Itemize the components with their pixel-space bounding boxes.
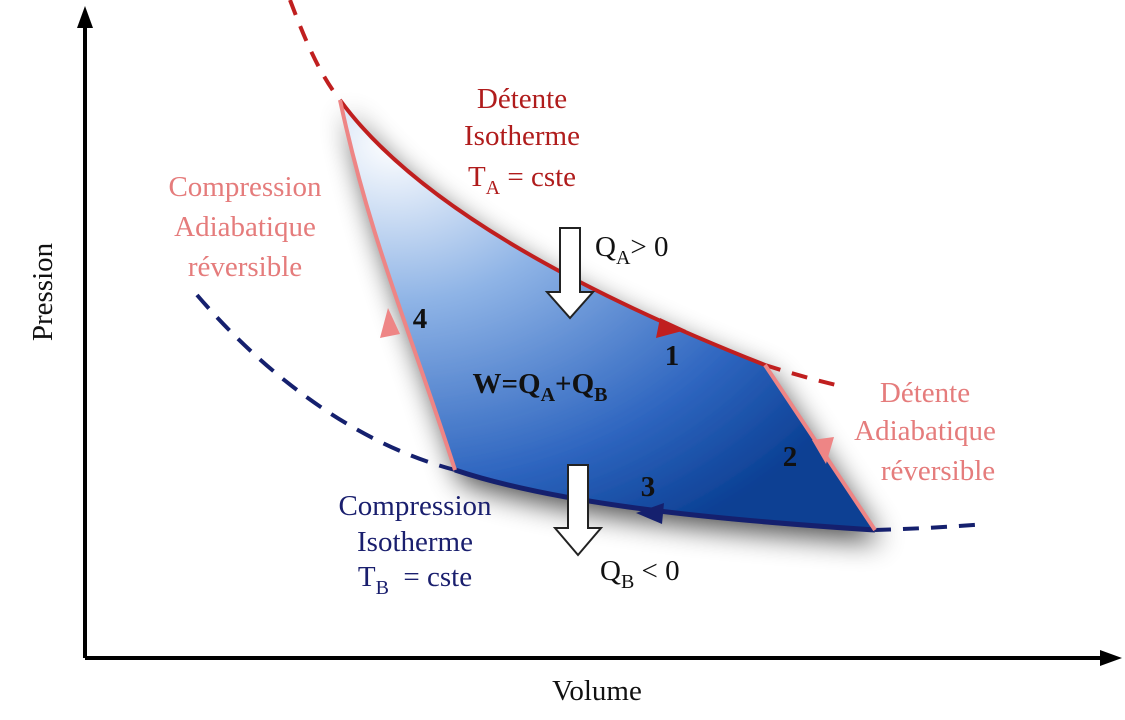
rest: > 0 bbox=[630, 231, 668, 263]
work-label: W=QA+QB bbox=[473, 368, 608, 406]
y-axis-arrow bbox=[77, 6, 93, 28]
symbol: Q bbox=[600, 555, 621, 587]
cycle-area bbox=[340, 100, 875, 530]
work-part: +Q bbox=[555, 368, 594, 400]
y-axis-label: Pression bbox=[27, 242, 59, 341]
adiabat-compression bbox=[338, 99, 457, 471]
subscript: A bbox=[486, 177, 501, 199]
arrow-4 bbox=[380, 308, 400, 338]
adiabat-label: Détente bbox=[880, 377, 970, 409]
symbol: T bbox=[468, 161, 486, 193]
rest: = cste bbox=[389, 561, 472, 593]
subscript: B bbox=[376, 577, 389, 599]
step-number: 4 bbox=[413, 303, 428, 335]
hot-label: Isotherme bbox=[464, 120, 580, 152]
step-number: 3 bbox=[641, 471, 656, 503]
cold-temp: TB = cste bbox=[358, 561, 472, 599]
heat-out-arrow bbox=[552, 464, 604, 557]
hot-isotherm bbox=[338, 98, 766, 367]
cold-label: Compression bbox=[338, 490, 492, 522]
symbol: T bbox=[358, 561, 376, 593]
heat-in-arrow bbox=[544, 227, 596, 320]
arrow-1 bbox=[656, 318, 686, 338]
subscript: B bbox=[594, 384, 607, 406]
hot-isotherm-dashed bbox=[288, 0, 342, 102]
step-number: 2 bbox=[783, 441, 798, 473]
adiabat-label: Adiabatique bbox=[174, 211, 316, 243]
adiabat-label: réversible bbox=[188, 251, 302, 283]
arrow-3 bbox=[636, 503, 664, 524]
step-number: 1 bbox=[665, 340, 680, 372]
hot-isotherm-dashed bbox=[764, 363, 841, 388]
x-axis-label: Volume bbox=[552, 675, 642, 707]
symbol: Q bbox=[595, 231, 616, 263]
subscript: B bbox=[621, 571, 634, 593]
cold-label: Isotherme bbox=[357, 526, 473, 558]
adiabat-label: Adiabatique bbox=[854, 415, 996, 447]
hot-temp: TA = cste bbox=[468, 161, 576, 199]
heat-in-label: QA> 0 bbox=[595, 231, 669, 269]
adiabat-label: réversible bbox=[881, 455, 995, 487]
work-part: W=Q bbox=[473, 368, 541, 400]
x-axis-arrow bbox=[1100, 650, 1122, 666]
rest: = cste bbox=[500, 161, 576, 193]
cold-isotherm-dashed bbox=[195, 293, 456, 472]
hot-label: Détente bbox=[477, 83, 567, 115]
subscript: A bbox=[541, 384, 556, 406]
subscript: A bbox=[616, 247, 631, 269]
arrow-2 bbox=[812, 437, 834, 464]
rest: < 0 bbox=[634, 555, 679, 587]
adiabat-label: Compression bbox=[168, 171, 322, 203]
cold-isotherm-dashed bbox=[874, 522, 986, 532]
heat-out-label: QB < 0 bbox=[600, 555, 680, 593]
